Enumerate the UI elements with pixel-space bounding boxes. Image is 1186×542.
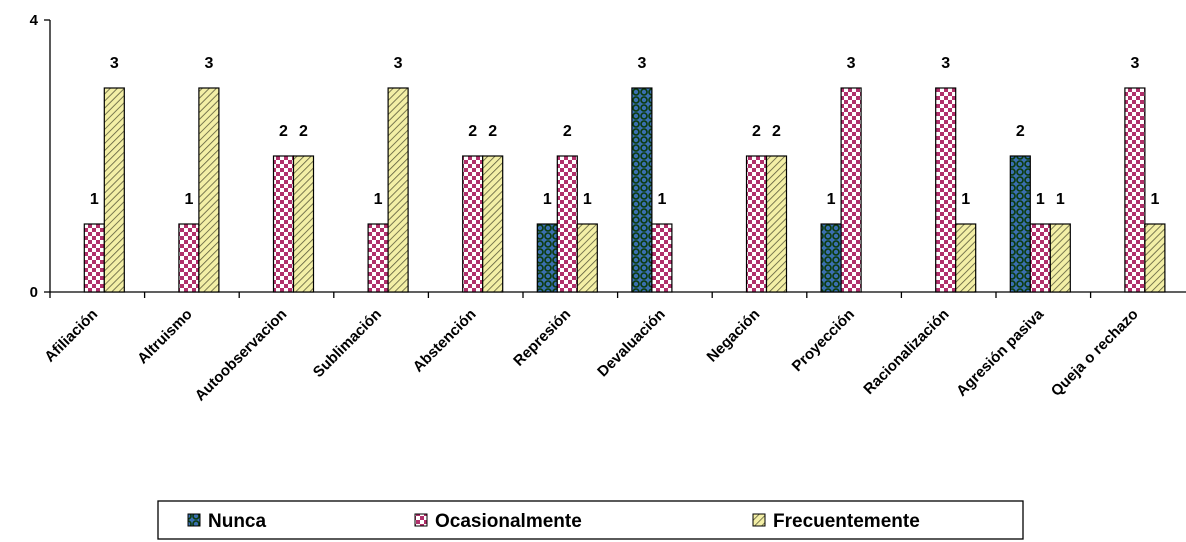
data-label-ocasionalmente-sublimacion: 1 [374,191,383,208]
data-label-frecuentemente-racionalizacion: 1 [961,191,970,208]
bar-frecuentemente-afiliacion [103,87,125,293]
category-label-altruismo: Altruismo [134,306,196,368]
bar-ocasionalmente-agresion-pasiva [1029,223,1051,293]
bar-ocasionalmente-devaluacion [651,223,673,293]
bar-frecuentemente-sublimacion [387,87,409,293]
bar-frecuentemente-autoobservacion [292,155,315,293]
data-label-frecuentemente-afiliacion: 3 [110,55,119,72]
data-label-nunca-represion: 1 [543,191,552,208]
category-label-proyeccion: Proyección [789,306,858,375]
bar-frecuentemente-queja-o-rechazo [1144,223,1166,293]
data-label-ocasionalmente-altruismo: 1 [184,191,193,208]
data-label-frecuentemente-abstencion: 2 [488,123,497,140]
data-label-ocasionalmente-proyeccion: 3 [847,55,856,72]
data-label-nunca-agresion-pasiva: 2 [1016,123,1025,140]
bar-ocasionalmente-racionalizacion [935,87,957,293]
bar-frecuentemente-racionalizacion [955,223,977,293]
category-label-sublimacion: Sublimación [310,306,385,381]
bar-nunca-proyeccion [820,223,842,293]
category-label-racionalizacion: Racionalización [860,306,952,398]
category-label-negacion: Negación [704,306,764,366]
legend-swatch-ocasionalmente [414,513,428,527]
category-label-queja-o-rechazo: Queja o rechazo [1048,306,1142,400]
bar-ocasionalmente-sublimacion [367,223,389,293]
data-label-ocasionalmente-devaluacion: 1 [657,191,666,208]
bar-ocasionalmente-abstencion [462,155,484,293]
bar-ocasionalmente-afiliacion [83,223,105,293]
bar-frecuentemente-altruismo [198,87,220,293]
category-label-autoobservacion: Autoobservacion [192,306,291,405]
data-label-frecuentemente-autoobservacion: 2 [299,123,308,140]
data-label-ocasionalmente-represion: 2 [563,123,572,140]
data-label-ocasionalmente-negacion: 2 [752,123,761,140]
data-label-ocasionalmente-racionalizacion: 3 [941,55,950,72]
data-label-nunca-proyeccion: 1 [827,191,836,208]
y-tick-label: 0 [30,284,38,301]
data-label-nunca-devaluacion: 3 [637,55,646,72]
bar-nunca-devaluacion [631,87,653,293]
data-label-ocasionalmente-autoobservacion: 2 [279,123,288,140]
x-ticks [49,292,1092,298]
category-label-agresion-pasiva: Agresión pasiva [953,305,1047,399]
data-label-frecuentemente-represion: 1 [583,191,592,208]
legend-label-ocasionalmente: Ocasionalmente [435,511,582,532]
bar-ocasionalmente-autoobservacion [272,155,295,293]
bar-frecuentemente-negacion [765,155,788,293]
bar-ocasionalmente-proyeccion [840,87,862,293]
legend-swatch-nunca [187,513,201,527]
data-label-ocasionalmente-abstencion: 2 [468,123,477,140]
legend: Nunca Ocasionalmente Frecuentemente [157,500,1024,540]
bar-ocasionalmente-negacion [745,155,768,293]
bar-ocasionalmente-queja-o-rechazo [1124,87,1146,293]
category-label-abstencion: Abstención [410,306,480,376]
legend-label-nunca: Nunca [208,511,267,532]
data-label-frecuentemente-negacion: 2 [772,123,781,140]
legend-label-frecuentemente: Frecuentemente [773,511,920,532]
data-label-frecuentemente-altruismo: 3 [204,55,213,72]
data-label-ocasionalmente-queja-o-rechazo: 3 [1130,55,1139,72]
bar-frecuentemente-represion [576,223,598,293]
data-label-ocasionalmente-agresion-pasiva: 1 [1036,191,1045,208]
category-label-devaluacion: Devaluación [594,306,669,381]
legend-box [157,500,1024,540]
legend-swatch-frecuentemente [752,513,766,527]
bar-frecuentemente-abstencion [482,155,504,293]
bar-ocasionalmente-altruismo [178,223,200,293]
bar-nunca-agresion-pasiva [1009,155,1031,293]
data-label-frecuentemente-queja-o-rechazo: 1 [1150,191,1159,208]
y-ticks: 04 [30,12,50,301]
bar-frecuentemente-agresion-pasiva [1049,223,1071,293]
category-label-represion: Represión [510,306,574,370]
data-label-frecuentemente-agresion-pasiva: 1 [1056,191,1065,208]
data-label-frecuentemente-sublimacion: 3 [394,55,403,72]
bars [83,87,1166,293]
category-label-afiliacion: Afiliación [41,306,101,366]
bar-nunca-represion [536,223,558,293]
y-tick-label: 4 [30,12,39,29]
bar-ocasionalmente-represion [556,155,578,293]
data-label-ocasionalmente-afiliacion: 1 [90,191,99,208]
